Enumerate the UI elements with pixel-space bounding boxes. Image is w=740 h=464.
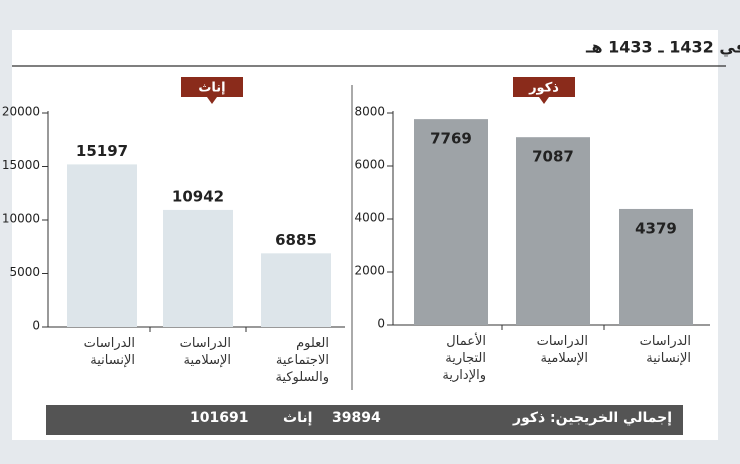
x-tick-label: الدراسات الإنسانية [639,334,691,366]
bar [67,164,137,327]
value-label: 15197 [76,142,128,160]
value-label: 4379 [635,219,677,237]
y-tick-label: 8000 [354,105,385,119]
y-tick-label: 0 [32,319,40,333]
value-label: 7769 [430,130,472,148]
value-label: 7087 [532,148,574,166]
bar [516,137,590,325]
series-tag-label: إناث [198,81,225,96]
series-tag-pointer [539,97,549,104]
footer-female: 101691 [190,410,249,426]
y-tick-label: 4000 [354,211,385,225]
x-tick-label: الدراسات الإسلامية [536,334,588,366]
y-tick-label: 6000 [354,158,385,172]
footer-label: إجمالي الخريجين: ذكور [513,410,672,426]
x-tick-label: الأعمال التجارية والإدارية [442,334,486,383]
series-tag-label: ذكور [528,81,559,96]
value-label: 6885 [275,231,317,249]
bar [163,209,233,327]
y-tick-label: 20000 [2,105,40,119]
y-tick-label: 0 [377,317,385,331]
series-tag [513,77,575,97]
x-tick-label: الدراسات الإسلامية [179,336,231,368]
y-tick-label: 5000 [9,265,40,279]
y-tick-label: 15000 [2,158,40,172]
series-tag-pointer [207,97,217,104]
bar [414,119,488,326]
chart-title: أعداد الخريجين من الجامعات السعودية في 1… [585,37,740,58]
y-tick-label: 10000 [2,212,40,226]
x-tick-label: العلوم الاجتماعية والسلوكية [275,336,329,385]
x-tick-label: الدراسات الإنسانية [83,336,135,368]
bar [261,253,331,327]
footer-male: 39894 [332,410,381,426]
y-tick-label: 2000 [354,264,385,278]
footer-bar [46,405,683,435]
value-label: 10942 [172,187,224,205]
bar [619,208,693,325]
series-tag [181,77,243,97]
footer-female-label: إناث [283,410,313,426]
